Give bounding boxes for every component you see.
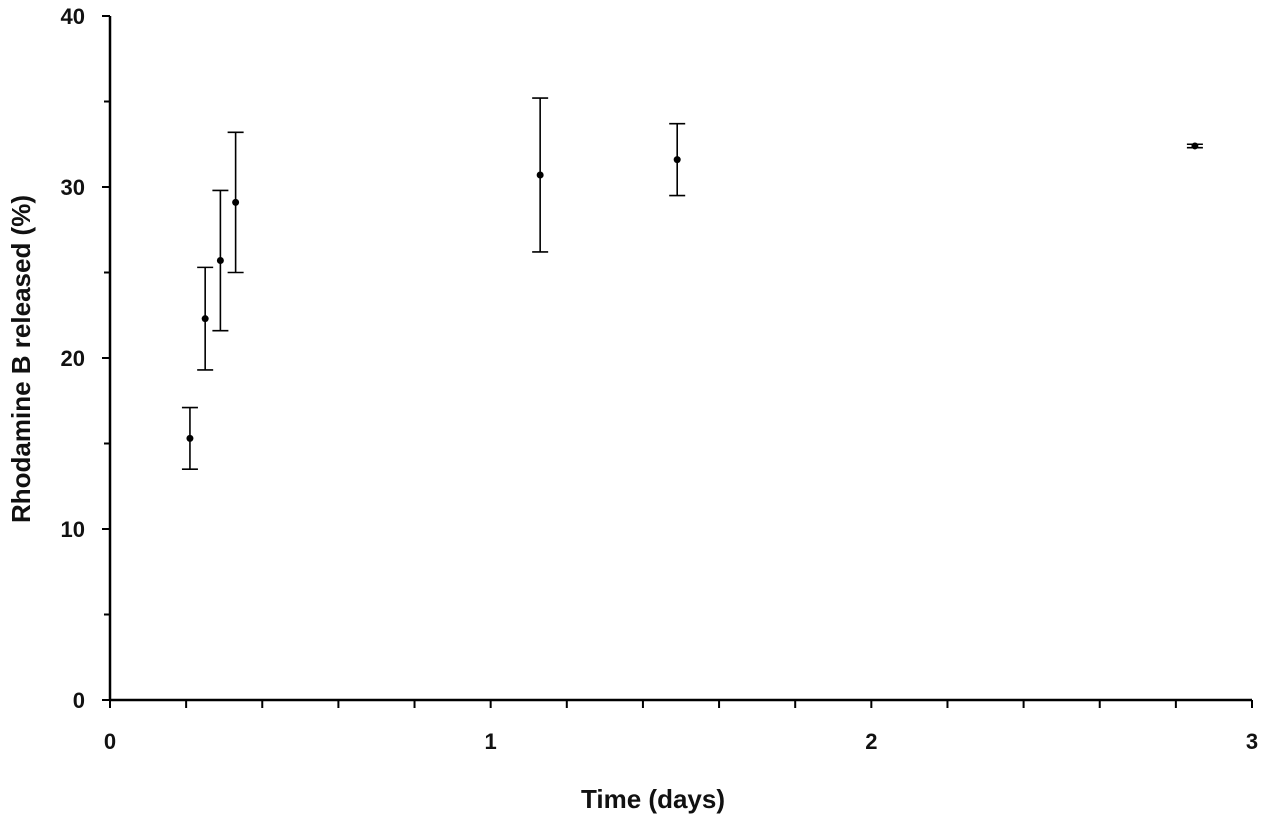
axes: [108, 16, 1252, 702]
data-point-group: [181, 406, 198, 470]
data-point-group: [669, 122, 686, 197]
y-tick-label: 0: [73, 688, 85, 713]
data-point: [201, 315, 209, 323]
y-axis-label: Rhodamine B released (%): [6, 195, 36, 523]
data-point-group: [212, 189, 229, 332]
data-point: [536, 171, 544, 179]
data-point-group: [1186, 142, 1203, 150]
data-point-group: [227, 131, 244, 274]
data-point-group: [197, 266, 214, 371]
x-tick-label: 2: [865, 729, 877, 754]
y-tick-label: 20: [61, 346, 85, 371]
y-tick-label: 40: [61, 4, 85, 29]
x-tick-label: 0: [104, 729, 116, 754]
data-point-group: [532, 97, 549, 253]
data-point: [186, 434, 194, 442]
y-tick-label: 30: [61, 175, 85, 200]
data-point: [673, 156, 681, 164]
data-point: [216, 257, 224, 265]
y-ticks: 0 10 20 30 40: [61, 4, 110, 713]
x-ticks: 0 1 2 3: [104, 700, 1258, 754]
x-axis-label: Time (days): [581, 784, 725, 814]
data-point: [232, 198, 240, 206]
data-points: [181, 97, 1203, 470]
x-tick-label: 3: [1246, 729, 1258, 754]
x-tick-label: 1: [485, 729, 497, 754]
data-point: [1191, 142, 1199, 150]
y-tick-label: 10: [61, 517, 85, 542]
